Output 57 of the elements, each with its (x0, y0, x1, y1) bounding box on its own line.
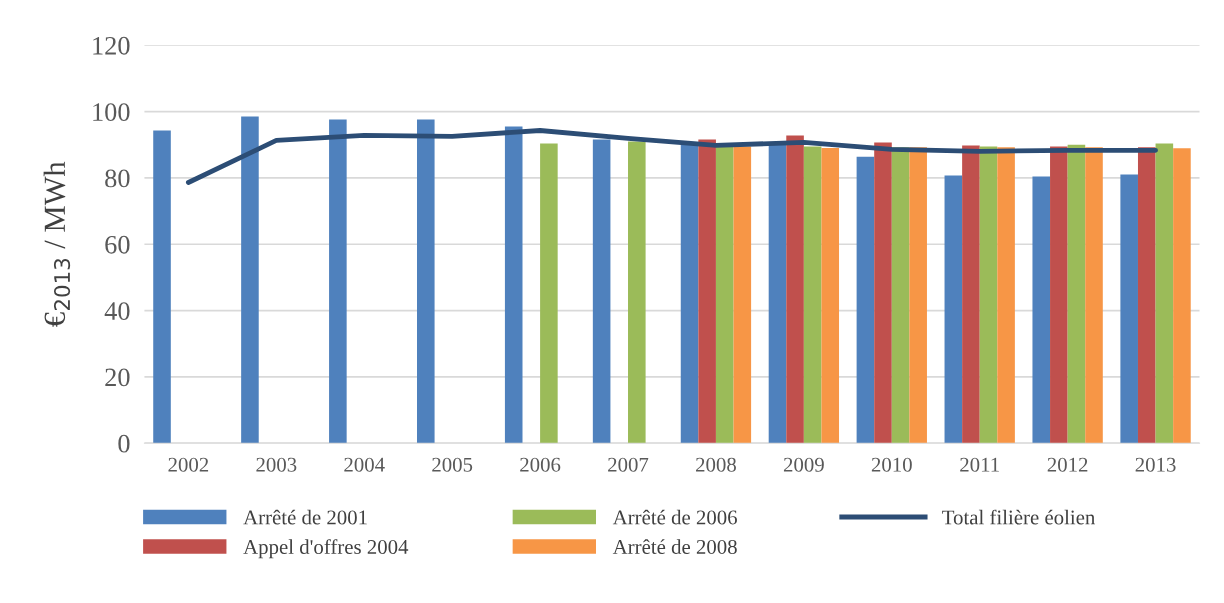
x-tick-label: 2009 (783, 457, 824, 472)
y-tick-label: 0 (118, 434, 130, 453)
x-tick-label: 2002 (168, 457, 209, 472)
bar (733, 146, 752, 444)
bar (698, 139, 716, 444)
bar (592, 139, 611, 444)
bar (874, 142, 892, 444)
x-tick-label: 2007 (608, 457, 649, 472)
x-tick-label: 2010 (871, 457, 912, 472)
bar (803, 146, 822, 444)
x-tick-label: 2006 (520, 457, 561, 472)
legend-label: Arrêté de 2006 (612, 509, 737, 525)
y-tick-label: 100 (93, 103, 130, 121)
legend-label: Appel d'offres 2004 (243, 539, 409, 559)
bar (1085, 147, 1103, 444)
bar (821, 148, 840, 444)
bar (1067, 144, 1086, 444)
x-tick-label: 2008 (696, 457, 736, 472)
y-tick-label: 120 (93, 36, 130, 55)
x-tick-label: 2005 (432, 457, 473, 472)
legend-label: Arrêté de 2008 (612, 539, 737, 554)
bar (1120, 174, 1138, 444)
x-tick-label: 2003 (256, 457, 297, 472)
legend-label: Arrêté de 2001 (243, 509, 367, 525)
bar (715, 146, 734, 444)
bar (1173, 148, 1191, 444)
y-tick-label: 20 (105, 368, 130, 387)
bar (962, 145, 980, 444)
bar (1155, 143, 1174, 444)
bar (768, 144, 787, 444)
y-tick-label: 40 (104, 302, 130, 320)
bar (1032, 176, 1051, 444)
bar (329, 119, 347, 444)
line-series (185, 128, 1158, 185)
x-tick-label: 2012 (1047, 457, 1088, 472)
bar (944, 175, 963, 444)
bar (504, 126, 523, 444)
x-tick-label: 2013 (1135, 457, 1176, 472)
legend-label: Total filière éolien (942, 509, 1096, 525)
y-axis-title: €$_{2013}$ / MWh (43, 161, 71, 327)
y-tick-label: 60 (105, 235, 130, 254)
bar (1050, 146, 1068, 444)
bar (628, 141, 646, 444)
bar (241, 116, 259, 444)
bar (997, 147, 1015, 444)
y-tick-label: 80 (105, 169, 130, 188)
bar (909, 147, 927, 444)
x-tick-label: 2011 (960, 457, 999, 472)
x-tick-label: 2004 (344, 457, 385, 472)
bar (786, 135, 804, 444)
bar (540, 143, 558, 444)
bar (153, 130, 171, 444)
bar (856, 156, 875, 444)
bar (680, 144, 699, 444)
bar (1137, 147, 1156, 444)
bar (417, 119, 435, 444)
bar (979, 146, 998, 444)
